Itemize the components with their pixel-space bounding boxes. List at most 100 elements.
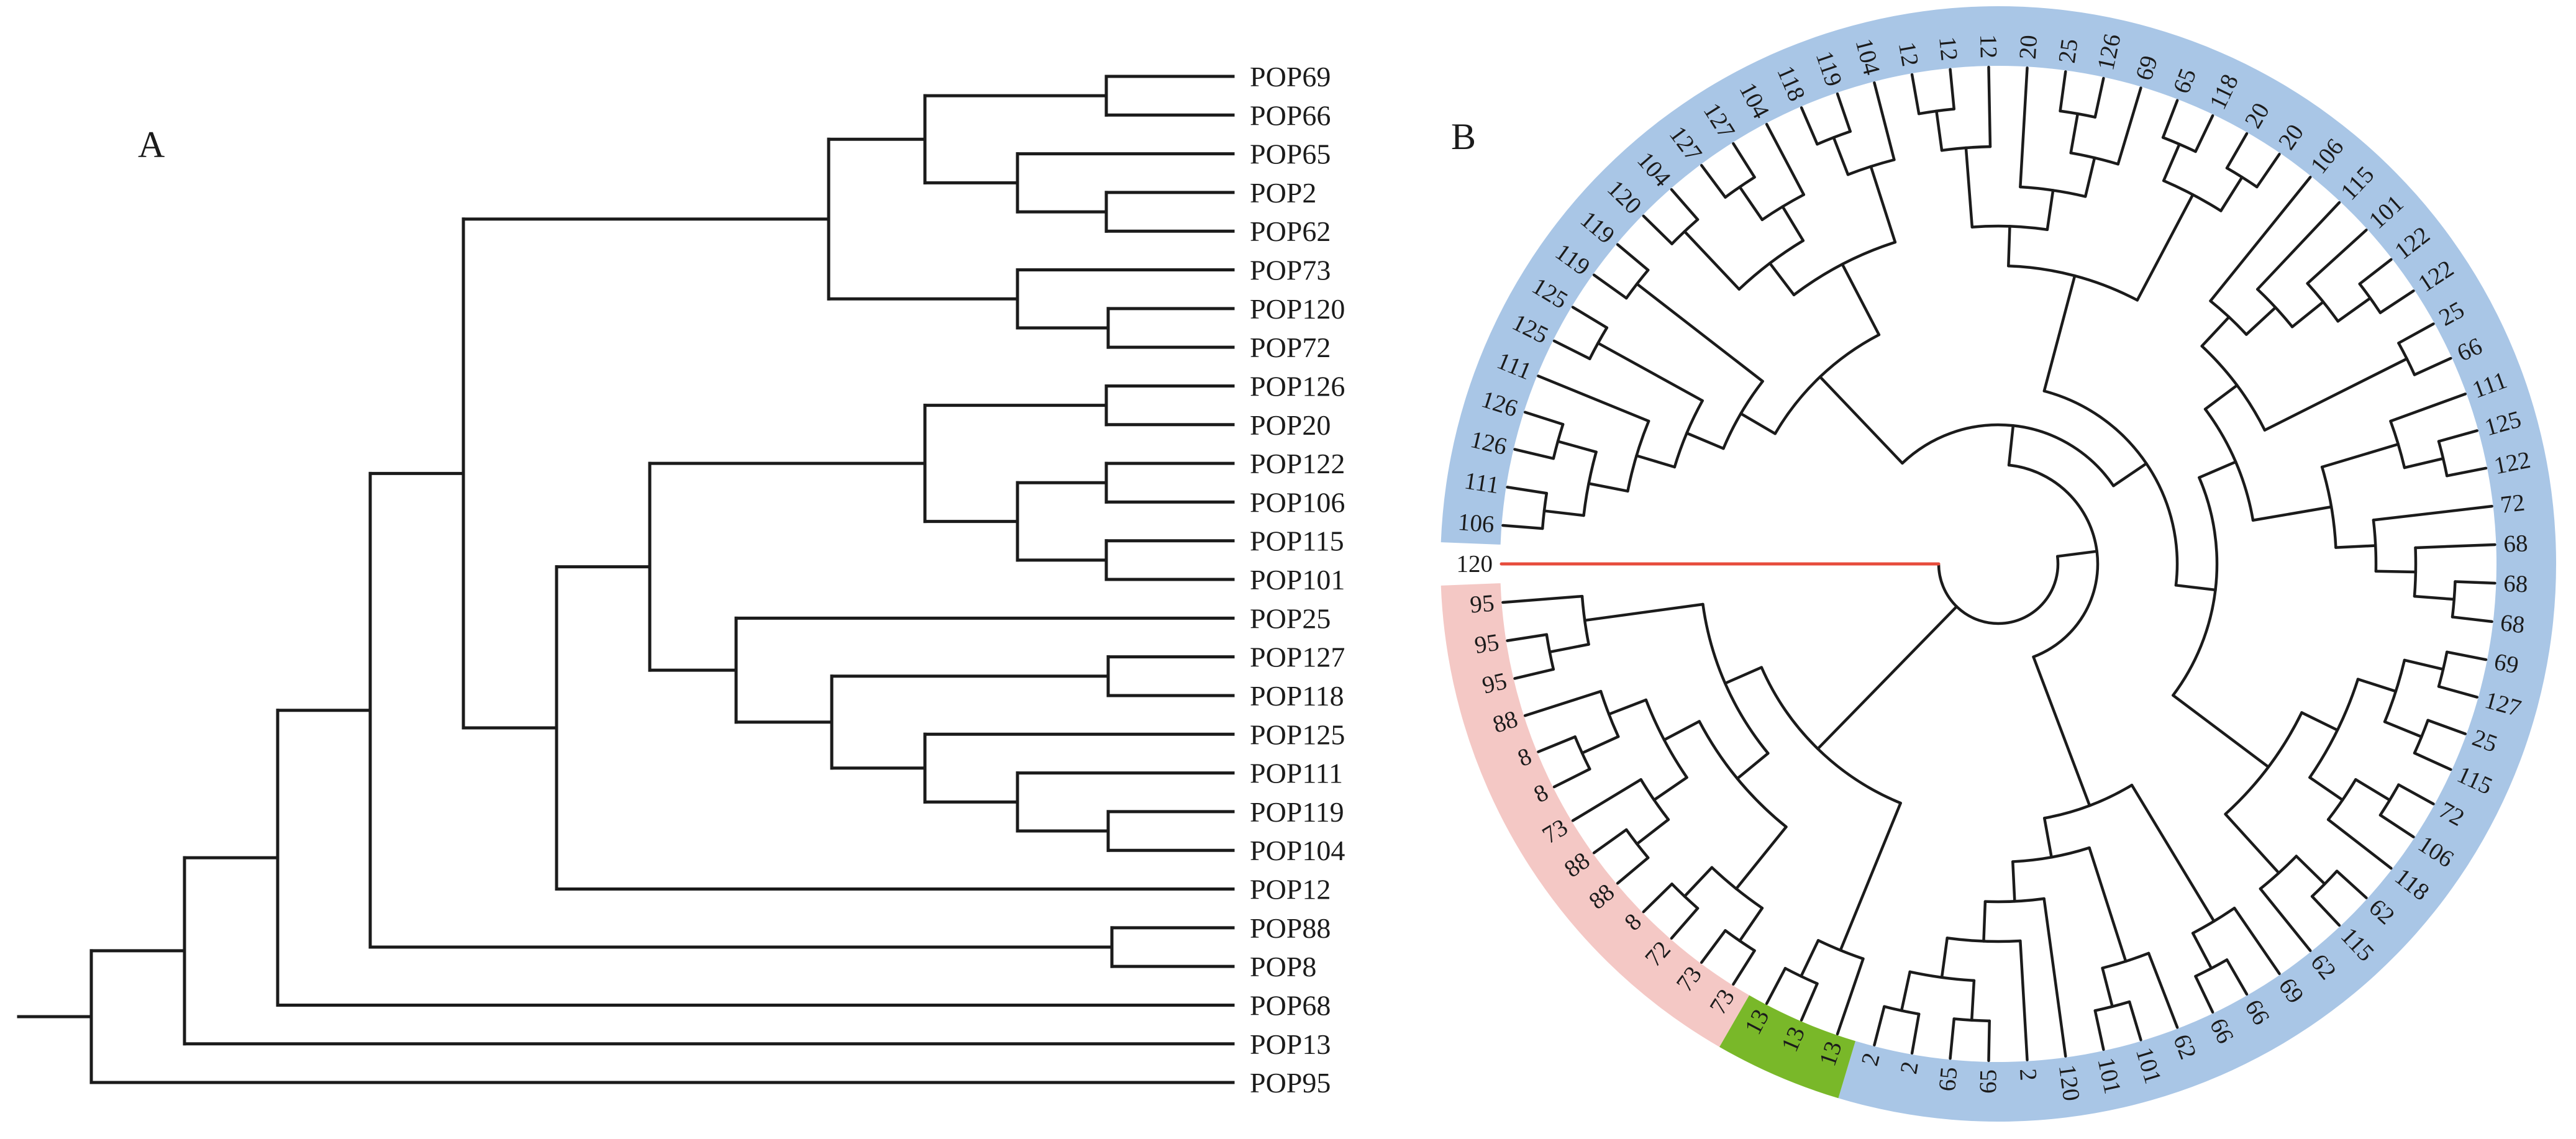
radial-branch <box>1616 243 1650 272</box>
radial-branch <box>1652 776 1688 802</box>
radial-branch <box>1836 957 1865 1036</box>
radial-branch <box>2093 76 2105 119</box>
radial-branch <box>1736 751 1770 780</box>
radial-branch <box>2174 584 2217 592</box>
radial-branch <box>1596 342 1704 402</box>
radial-branch <box>1723 666 1764 685</box>
radial-branch <box>1580 735 1620 755</box>
radial-branch <box>1816 605 1959 750</box>
radial-branch <box>2378 289 2415 314</box>
tip-label: POP72 <box>1250 332 1331 363</box>
radial-branch <box>1873 81 1896 161</box>
radial-branch <box>2219 176 2244 212</box>
radial-branch <box>2451 615 2493 624</box>
radial-branch <box>1949 1017 1955 1060</box>
radial-branch <box>1685 432 1725 450</box>
radial-branch <box>1940 937 1949 979</box>
ring-tip-label: 95 <box>1469 590 1495 619</box>
radial-branch <box>2093 1009 2105 1051</box>
radial-branch <box>2007 225 2011 268</box>
radial-branch <box>2046 189 2055 231</box>
radial-branch <box>1836 92 1852 133</box>
ring-tip-label: 25 <box>2054 37 2083 65</box>
radial-branch <box>2088 846 2128 963</box>
ring-tip-label: 68 <box>2499 609 2526 638</box>
radial-branch <box>2112 462 2148 488</box>
radial-branch <box>2413 594 2456 601</box>
radial-branch <box>1869 165 1897 244</box>
radial-branch <box>2426 719 2467 735</box>
radial-branch <box>1513 448 1555 460</box>
radial-branch <box>2308 776 2344 802</box>
radial-branch <box>2403 457 2445 470</box>
tip-label: POP122 <box>1250 448 1345 479</box>
radial-branch <box>2437 429 2478 443</box>
radial-branch <box>1552 339 1591 360</box>
radial-branch <box>2374 570 2418 574</box>
tip-label: POP125 <box>1250 719 1345 750</box>
radial-branch <box>1616 856 1650 885</box>
radial-branch <box>2354 778 2392 802</box>
radial-branch <box>1670 907 1700 940</box>
radial-branch <box>2042 274 2077 393</box>
radial-branch <box>2335 869 2368 899</box>
radial-branch <box>1987 1019 1991 1063</box>
radial-branch <box>2198 460 2237 479</box>
radial-branch <box>2295 855 2326 886</box>
tip-label: POP12 <box>1250 874 1331 905</box>
radial-branch <box>1738 906 1764 943</box>
radial-branch <box>2437 685 2478 699</box>
tip-label: POP127 <box>1250 642 1345 673</box>
ring-tip-label: 68 <box>2503 570 2529 597</box>
radial-branch <box>1635 454 1677 469</box>
tip-label: POP20 <box>1250 409 1331 441</box>
tip-label: POP101 <box>1250 564 1345 596</box>
radial-branch <box>1501 524 1544 530</box>
ring-tip-label: 95 <box>1473 629 1501 660</box>
radial-branch <box>2306 229 2368 285</box>
radial-branch <box>2403 658 2445 671</box>
radial-branch <box>2334 544 2377 549</box>
radial-branch <box>1506 486 1549 495</box>
radial-branch <box>2136 193 2195 302</box>
radial-branch <box>1781 205 1805 242</box>
tip-label: POP69 <box>1250 61 1331 93</box>
radial-branch <box>2255 153 2281 189</box>
radial-branch <box>1738 185 1764 222</box>
radial-branch <box>1739 412 1777 435</box>
tip-label: POP111 <box>1250 758 1343 789</box>
radial-branch <box>1583 602 1704 622</box>
node-arc <box>1901 423 2115 488</box>
radial-branch <box>2245 306 2277 336</box>
node-arc <box>2007 463 2100 658</box>
radial-branch <box>2191 932 2213 970</box>
ring-tip-label: 95 <box>1480 668 1509 699</box>
panel-a-label: A <box>138 124 165 165</box>
radial-branch <box>1683 230 1741 291</box>
radial-branch <box>2413 751 2452 771</box>
ring-tip-label: 72 <box>2499 489 2526 519</box>
radial-branch <box>2378 814 2415 838</box>
tip-label: POP73 <box>1250 255 1331 286</box>
ring-tip-label: 65 <box>1975 1069 2002 1094</box>
tip-label: POP8 <box>1250 951 1316 982</box>
tip-label: POP115 <box>1250 525 1344 557</box>
radial-branch <box>1537 735 1577 753</box>
radial-branch <box>1935 109 1944 152</box>
tip-label: POP66 <box>1250 99 1331 131</box>
ring-tip-label: 20 <box>2014 34 2042 60</box>
radial-branch <box>1800 982 1819 1022</box>
ring-tip-label: 106 <box>1457 509 1495 538</box>
tip-label: POP68 <box>1250 989 1331 1021</box>
ring-tip-label: 68 <box>2503 530 2529 557</box>
ring-tip-label: 12 <box>1893 40 1924 68</box>
ring-tip-label: 65 <box>1934 1066 1963 1092</box>
radial-branch <box>1607 698 1648 716</box>
radial-branch <box>2397 322 2435 345</box>
radial-branch <box>1523 411 1565 426</box>
radial-branch <box>2358 258 2393 286</box>
radial-branch <box>2032 655 2091 807</box>
radial-branch <box>2161 99 2179 139</box>
radial-branch <box>1636 818 1670 846</box>
